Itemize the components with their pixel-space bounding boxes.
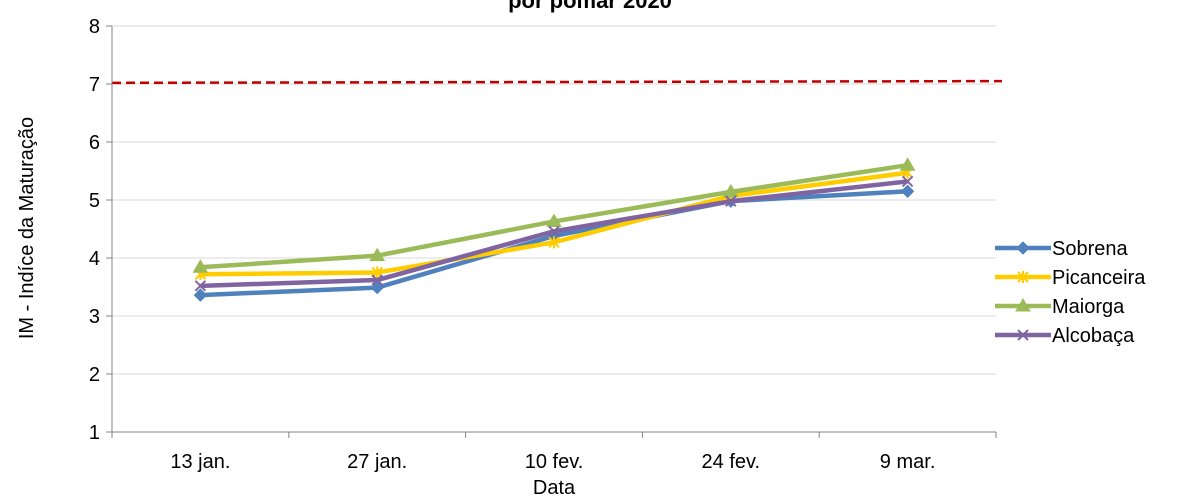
series-3 [194,175,914,292]
legend-marker-2 [1015,298,1031,312]
x-tick-label-0: 13 jan. [170,451,230,473]
legend-label-2: Maiorga [1052,296,1125,318]
series-3-point-1 [371,274,383,286]
legend-marker-0 [1016,241,1030,255]
series-0-point-0 [193,288,208,302]
series-2-point-4 [899,157,916,171]
x-tick-label-2: 10 fev. [525,451,584,473]
y-tick-label-4: 4 [89,248,100,270]
series-group [192,157,916,302]
series-2-point-0 [192,259,209,273]
y-tick-label-1: 1 [89,422,100,444]
x-axis-title: Data [533,477,576,499]
x-tick-label-4: 9 mar. [880,451,936,473]
y-tick-label-7: 7 [89,74,100,96]
y-tick-label-8: 8 [89,16,100,38]
legend-item-1: Picanceira [995,267,1146,289]
chart-title: por pomar 2020 [508,0,672,13]
y-tick-label-2: 2 [89,364,100,386]
y-tick-label-5: 5 [89,190,100,212]
series-2 [192,157,916,273]
legend-label-3: Alcobaça [1052,325,1135,347]
y-axis-ticks: 1 2 3 4 5 6 7 8 [89,16,112,444]
legend-item-3: Alcobaça [995,325,1135,347]
y-tick-label-6: 6 [89,132,100,154]
legend-label-0: Sobrena [1052,238,1128,260]
series-0-point-4 [900,184,915,199]
series-0-point-1 [370,280,384,295]
x-tick-label-1: 27 jan. [347,451,407,473]
legend-label-1: Picanceira [1052,267,1146,289]
series-2-point-2 [546,213,562,227]
series-3-point-3 [725,195,737,207]
gridlines [112,25,996,433]
y-tick-label-3: 3 [89,306,100,328]
legend-item-0: Sobrena [995,238,1128,260]
series-3-point-0 [194,280,207,292]
reference-line [111,79,1003,85]
legend: Sobrena Picanceira Maiorga Alcobaça [995,238,1146,347]
y-axis-title: IM - Indíce da Maturação [16,117,38,339]
series-2-point-1 [369,247,386,262]
legend-marker-3 [1017,329,1029,341]
reference-line-7 [111,79,1003,85]
series-2-point-3 [722,183,739,198]
legend-item-2: Maiorga [995,296,1125,318]
series-3-point-2 [548,225,560,238]
legend-marker-1 [1017,271,1029,283]
x-tick-label-3: 24 fev. [702,451,761,473]
series-3-point-4 [901,175,914,188]
x-axis-ticks: 13 jan. 27 jan. 10 fev. 24 fev. 9 mar. [111,432,997,473]
series-1-point-2 [548,236,560,249]
axes [111,26,996,433]
